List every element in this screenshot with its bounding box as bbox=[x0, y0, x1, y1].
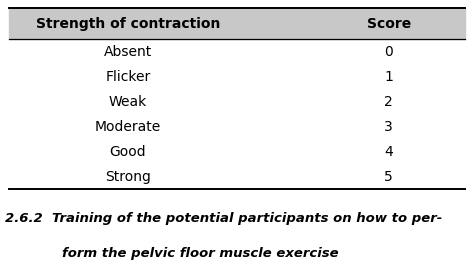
Text: Flicker: Flicker bbox=[105, 69, 151, 84]
Text: Score: Score bbox=[366, 16, 411, 31]
Text: Good: Good bbox=[109, 144, 146, 159]
Text: Strong: Strong bbox=[105, 169, 151, 184]
Text: Moderate: Moderate bbox=[95, 119, 161, 134]
Text: Absent: Absent bbox=[104, 44, 152, 59]
Text: Strength of contraction: Strength of contraction bbox=[36, 16, 220, 31]
Text: 2.6.2  Training of the potential participants on how to per-: 2.6.2 Training of the potential particip… bbox=[5, 212, 442, 225]
Text: 5: 5 bbox=[384, 169, 393, 184]
Text: 3: 3 bbox=[384, 119, 393, 134]
Text: 2: 2 bbox=[384, 94, 393, 109]
Bar bbox=[9, 8, 465, 39]
Text: 0: 0 bbox=[384, 44, 393, 59]
Text: 1: 1 bbox=[384, 69, 393, 84]
Text: Weak: Weak bbox=[109, 94, 147, 109]
Text: form the pelvic floor muscle exercise: form the pelvic floor muscle exercise bbox=[62, 247, 338, 260]
Text: 4: 4 bbox=[384, 144, 393, 159]
